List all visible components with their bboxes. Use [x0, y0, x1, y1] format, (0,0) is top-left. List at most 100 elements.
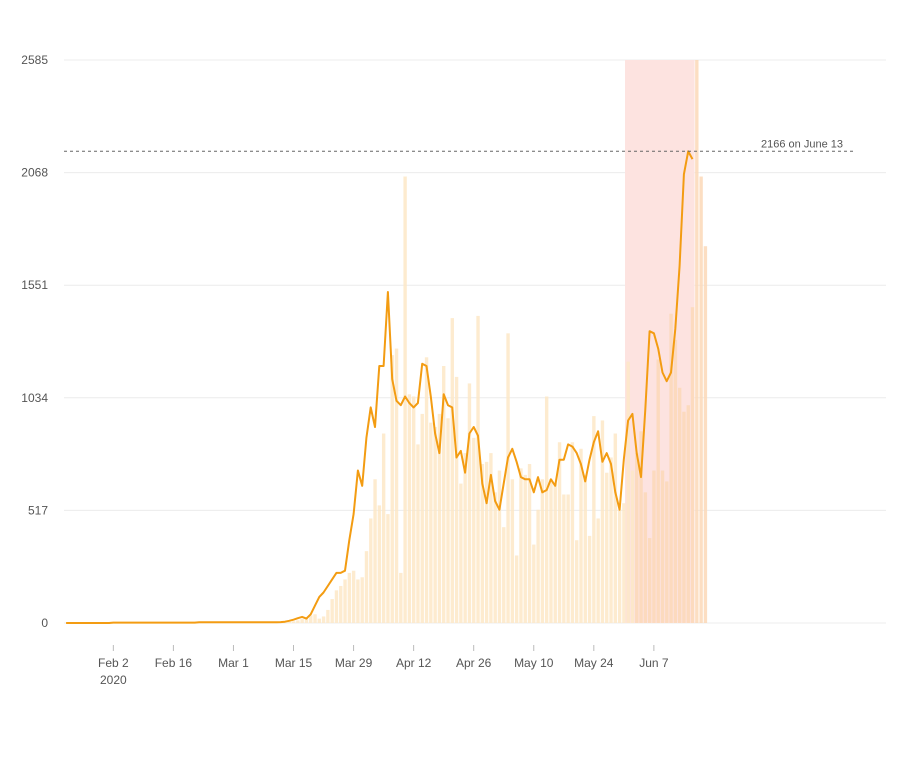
- bar: [609, 457, 613, 623]
- x-tick-label: Apr 12: [396, 656, 432, 670]
- bar: [459, 483, 463, 623]
- bar: [544, 396, 549, 623]
- bar: [695, 60, 699, 623]
- bar: [287, 621, 291, 623]
- bar: [313, 614, 317, 623]
- bar: [347, 572, 352, 623]
- bar: [489, 453, 493, 623]
- bar: [476, 315, 480, 623]
- bar: [617, 509, 622, 623]
- reference-label: 2166 on June 13: [761, 138, 843, 150]
- bar: [605, 472, 609, 623]
- bar: [639, 431, 643, 623]
- bar: [514, 555, 519, 623]
- y-tick-label: 2068: [21, 166, 48, 180]
- bar: [364, 551, 369, 623]
- bar: [673, 339, 678, 623]
- line-layer: [66, 150, 694, 624]
- bar: [467, 383, 472, 623]
- bar: [334, 590, 339, 623]
- bar: [557, 442, 562, 623]
- bar: [296, 620, 300, 623]
- bar: [411, 396, 416, 623]
- bar: [420, 413, 424, 623]
- bar: [703, 246, 708, 623]
- bar: [656, 359, 660, 623]
- bar: [566, 494, 570, 623]
- reference-layer: 2166 on June 13: [64, 138, 854, 152]
- bar: [600, 420, 605, 623]
- x-tick-label: Apr 26: [456, 656, 492, 670]
- bar: [480, 464, 485, 623]
- bar: [330, 599, 334, 623]
- bar: [493, 492, 497, 623]
- x-tick-label: Feb 2: [98, 656, 129, 670]
- bar: [386, 514, 390, 623]
- bar: [652, 470, 656, 623]
- bar: [506, 333, 510, 623]
- bar: [626, 361, 630, 623]
- bar: [407, 394, 412, 623]
- bar: [300, 619, 304, 623]
- bar: [583, 474, 587, 623]
- bar: [377, 505, 382, 623]
- bar: [437, 413, 442, 623]
- y-tick-label: 2585: [21, 53, 48, 67]
- bar: [433, 426, 437, 623]
- bar: [549, 479, 553, 623]
- bar: [519, 468, 523, 623]
- x-tick-label: May 10: [514, 656, 554, 670]
- y-tick-label: 1034: [21, 391, 48, 405]
- grid-layer: [64, 59, 886, 624]
- bar: [450, 318, 454, 623]
- x-tick-sublabel: 2020: [100, 673, 127, 687]
- bar: [497, 470, 502, 623]
- bar: [394, 348, 399, 623]
- bar: [369, 518, 373, 623]
- x-tick-label: Feb 16: [155, 656, 193, 670]
- bar: [699, 176, 703, 623]
- bar: [635, 453, 639, 623]
- bar: [356, 579, 360, 623]
- bar: [390, 355, 394, 623]
- bar: [309, 615, 313, 623]
- bar: [472, 437, 476, 623]
- y-tick-label: 1551: [21, 278, 48, 292]
- seven-day-average-line: [66, 150, 694, 624]
- bar: [630, 470, 635, 623]
- bar: [575, 540, 579, 623]
- x-tick-label: Jun 7: [639, 656, 669, 670]
- bar: [570, 442, 575, 623]
- bar: [562, 494, 566, 623]
- bar: [613, 433, 618, 623]
- bar: [446, 418, 450, 623]
- bar: [373, 479, 377, 623]
- bar: [317, 618, 321, 623]
- y-tick-label: 0: [41, 616, 48, 630]
- bar: [532, 544, 536, 623]
- bar: [351, 570, 356, 623]
- bar: [596, 518, 600, 623]
- bar: [343, 579, 347, 623]
- x-tick-label: Mar 15: [275, 656, 313, 670]
- bar: [442, 366, 446, 623]
- bar: [553, 483, 557, 623]
- bar-layer: [283, 60, 708, 623]
- bar: [321, 616, 326, 623]
- axis-layer: 0 517 1034 1551 2068 2585 Feb 2 2020 Feb 16 Mar 1…: [21, 53, 669, 687]
- x-tick-label: Mar 1: [218, 656, 249, 670]
- bar: [622, 503, 626, 623]
- bar: [326, 609, 330, 623]
- bar: [454, 376, 459, 623]
- bar: [682, 411, 686, 623]
- bar: [523, 474, 527, 623]
- bar: [669, 313, 673, 623]
- bar: [429, 422, 433, 623]
- bar: [463, 453, 467, 623]
- bar: [484, 461, 489, 623]
- bar: [665, 481, 669, 623]
- x-tick-label: May 24: [574, 656, 614, 670]
- bar: [660, 470, 665, 623]
- bar: [592, 416, 596, 623]
